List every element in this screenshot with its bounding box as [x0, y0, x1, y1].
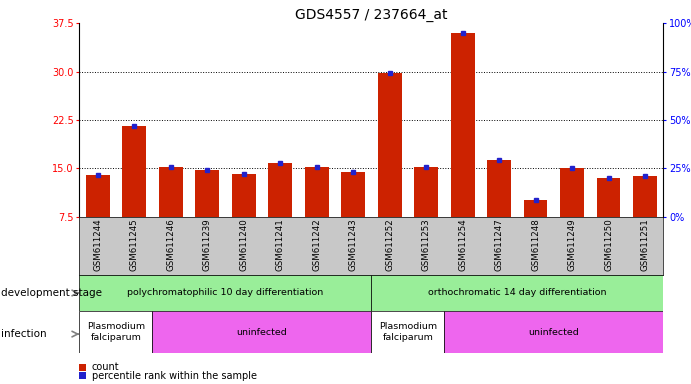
Text: GSM611249: GSM611249	[567, 219, 576, 271]
Text: infection: infection	[1, 329, 47, 339]
Title: GDS4557 / 237664_at: GDS4557 / 237664_at	[295, 8, 448, 22]
Bar	[372, 311, 444, 353]
Text: Plasmodium
falciparum: Plasmodium falciparum	[379, 323, 437, 342]
Text: uninfected: uninfected	[529, 328, 579, 337]
Bar	[86, 175, 110, 217]
Text: GSM611243: GSM611243	[349, 219, 358, 271]
Bar	[231, 174, 256, 217]
Text: GSM611248: GSM611248	[531, 219, 540, 271]
Text: GSM611241: GSM611241	[276, 219, 285, 271]
Bar	[633, 176, 657, 217]
Bar	[79, 275, 372, 311]
Bar	[153, 311, 372, 353]
Text: GSM611244: GSM611244	[93, 219, 102, 271]
Bar	[372, 275, 663, 311]
Text: GSM611251: GSM611251	[641, 219, 650, 271]
Bar	[79, 372, 86, 379]
Text: GSM611245: GSM611245	[130, 219, 139, 271]
Bar	[341, 172, 365, 217]
Text: uninfected: uninfected	[236, 328, 287, 337]
Text: GSM611253: GSM611253	[422, 219, 430, 271]
Text: GSM611247: GSM611247	[495, 219, 504, 271]
Text: GSM611250: GSM611250	[604, 219, 613, 271]
Bar	[79, 364, 86, 371]
Bar	[451, 33, 475, 217]
Bar	[122, 126, 146, 217]
Bar	[305, 167, 328, 217]
Text: GSM611252: GSM611252	[385, 219, 394, 271]
Bar	[444, 311, 663, 353]
Text: Plasmodium
falciparum: Plasmodium falciparum	[87, 323, 145, 342]
Text: GSM611246: GSM611246	[167, 219, 176, 271]
Bar	[268, 163, 292, 217]
Bar	[487, 160, 511, 217]
Bar	[415, 167, 438, 217]
Bar	[79, 311, 153, 353]
Bar	[597, 178, 621, 217]
Text: GSM611239: GSM611239	[202, 219, 211, 271]
Text: polychromatophilic 10 day differentiation: polychromatophilic 10 day differentiatio…	[127, 288, 323, 297]
Text: count: count	[92, 362, 120, 372]
Bar	[378, 73, 401, 217]
Text: percentile rank within the sample: percentile rank within the sample	[92, 371, 257, 381]
Bar	[159, 167, 182, 217]
Text: GSM611242: GSM611242	[312, 219, 321, 271]
Bar	[196, 170, 219, 217]
Bar	[524, 200, 547, 217]
Text: development stage: development stage	[1, 288, 102, 298]
Bar	[560, 169, 584, 217]
Text: GSM611254: GSM611254	[458, 219, 467, 271]
Text: GSM611240: GSM611240	[239, 219, 248, 271]
Text: orthochromatic 14 day differentiation: orthochromatic 14 day differentiation	[428, 288, 607, 297]
